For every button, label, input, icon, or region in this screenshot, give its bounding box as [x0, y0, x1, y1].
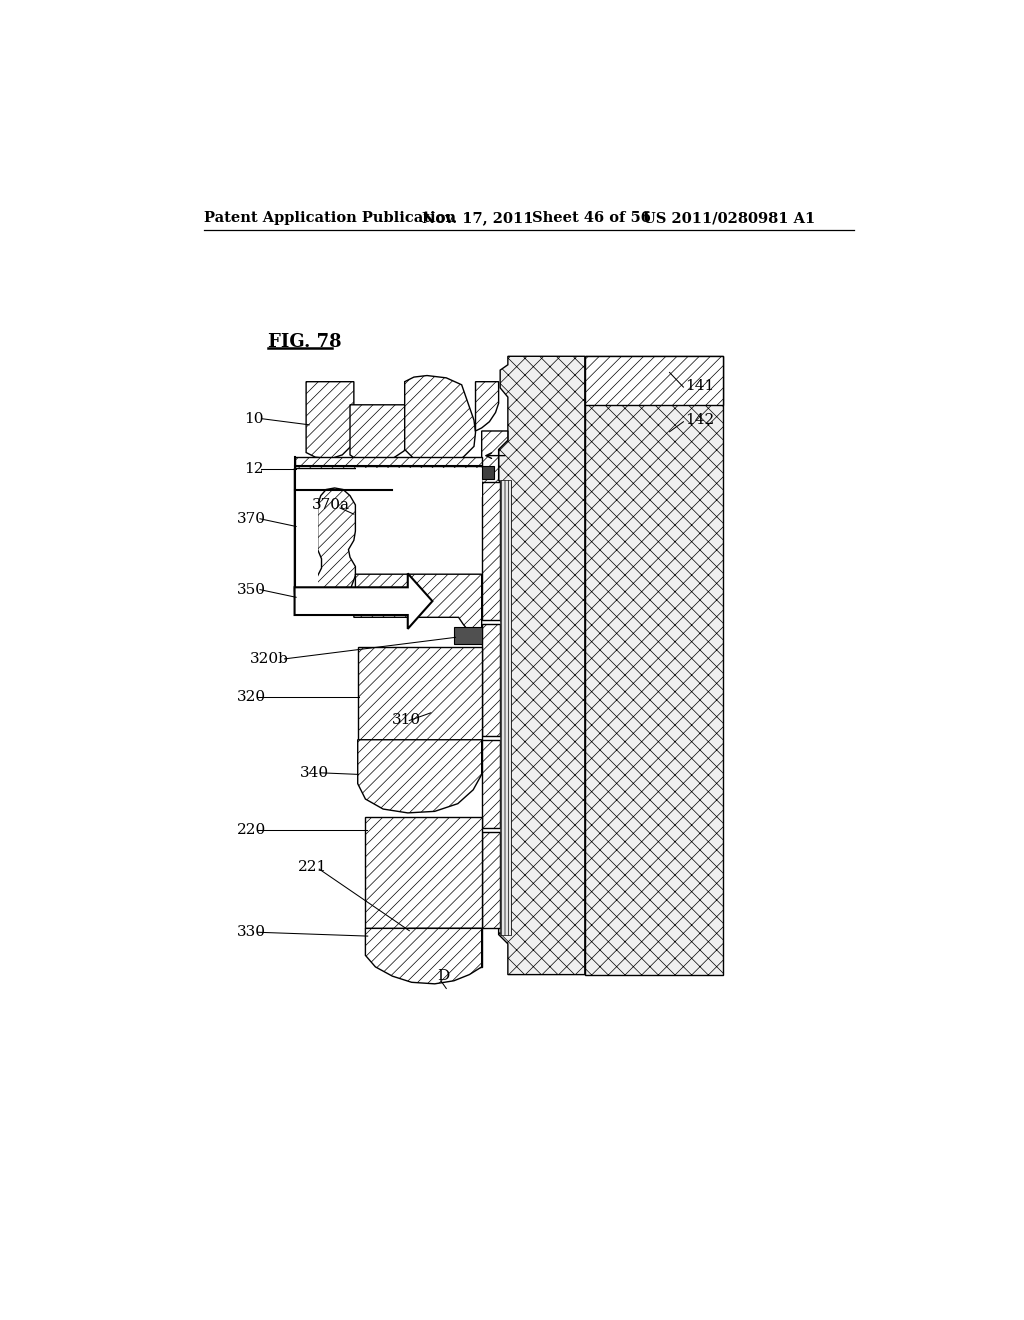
- Polygon shape: [475, 381, 499, 430]
- Polygon shape: [481, 832, 500, 928]
- Text: 141: 141: [685, 379, 714, 392]
- Text: 10: 10: [245, 412, 264, 425]
- Polygon shape: [481, 466, 494, 479]
- Polygon shape: [481, 430, 508, 508]
- Polygon shape: [354, 574, 481, 636]
- Polygon shape: [454, 627, 481, 644]
- Bar: [585, 356, 724, 974]
- Polygon shape: [481, 624, 500, 737]
- Polygon shape: [366, 928, 481, 983]
- Text: 142: 142: [685, 413, 714, 428]
- Text: 370a: 370a: [312, 498, 350, 512]
- Text: Patent Application Publication: Patent Application Publication: [204, 211, 456, 226]
- Polygon shape: [481, 739, 500, 829]
- Polygon shape: [295, 573, 432, 628]
- Polygon shape: [295, 469, 317, 594]
- Text: 340: 340: [300, 766, 329, 780]
- Polygon shape: [295, 469, 355, 603]
- Text: 310: 310: [392, 714, 422, 727]
- Text: 330: 330: [237, 925, 266, 940]
- Bar: [500, 480, 511, 935]
- Polygon shape: [488, 356, 585, 974]
- Polygon shape: [357, 739, 481, 813]
- Text: 221: 221: [298, 859, 328, 874]
- Text: Sheet 46 of 56: Sheet 46 of 56: [532, 211, 651, 226]
- Text: US 2011/0280981 A1: US 2011/0280981 A1: [643, 211, 815, 226]
- Text: 350: 350: [237, 582, 266, 597]
- Polygon shape: [356, 469, 481, 498]
- Text: 320b: 320b: [250, 652, 289, 665]
- Polygon shape: [357, 647, 481, 739]
- Polygon shape: [366, 817, 481, 928]
- Text: Nov. 17, 2011: Nov. 17, 2011: [422, 211, 534, 226]
- Polygon shape: [481, 482, 500, 620]
- Polygon shape: [306, 381, 354, 459]
- Polygon shape: [295, 457, 481, 469]
- Text: 220: 220: [237, 822, 266, 837]
- Text: D: D: [437, 969, 450, 983]
- Text: 320: 320: [237, 690, 266, 705]
- Text: 370: 370: [237, 512, 266, 525]
- Text: 12: 12: [245, 462, 264, 475]
- Polygon shape: [350, 405, 410, 462]
- Text: FIG. 78: FIG. 78: [267, 333, 341, 351]
- Polygon shape: [408, 928, 481, 966]
- Polygon shape: [585, 356, 724, 405]
- Polygon shape: [404, 376, 475, 463]
